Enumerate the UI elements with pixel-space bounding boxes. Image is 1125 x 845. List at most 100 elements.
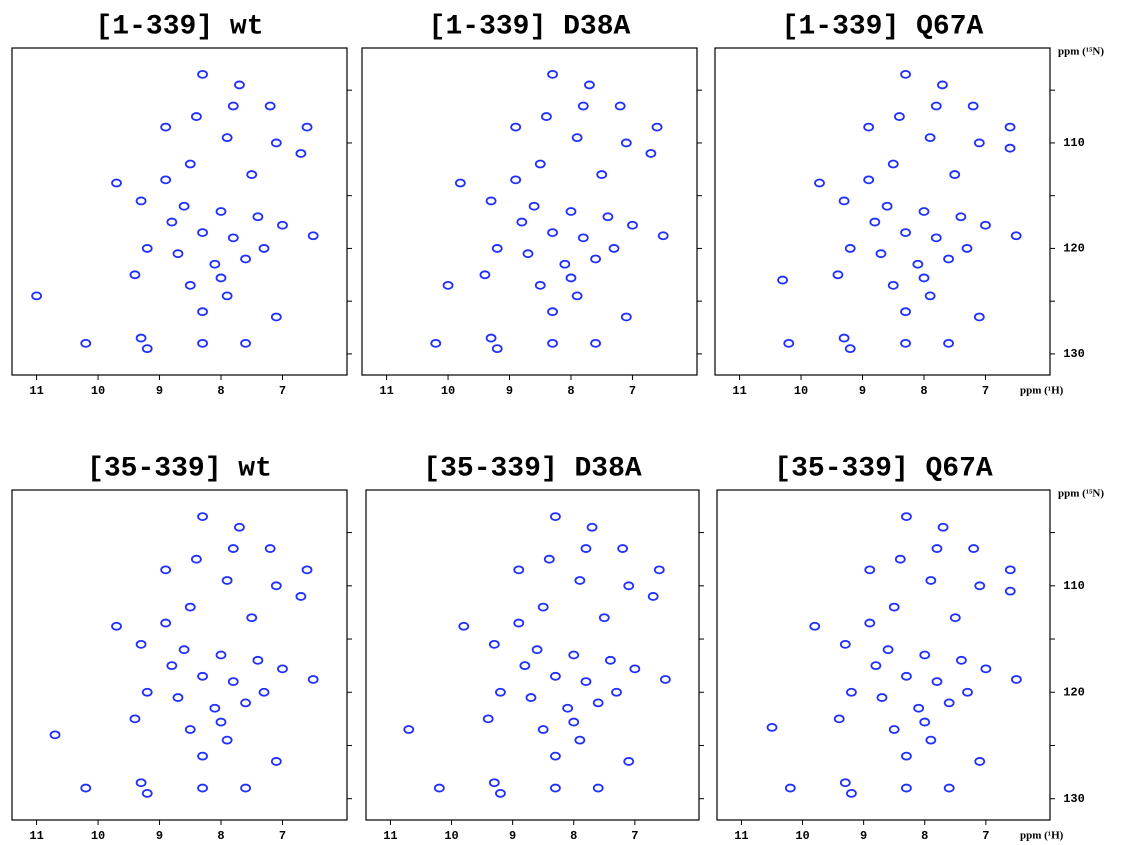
peak <box>221 133 233 143</box>
x-tick-label: 11 <box>29 829 43 843</box>
x-tick-label: 7 <box>629 384 636 398</box>
peak <box>458 621 470 631</box>
peak <box>141 244 153 253</box>
peak <box>178 201 190 211</box>
peak <box>537 602 549 612</box>
peak <box>525 693 537 702</box>
x-tick-label: 10 <box>91 384 105 398</box>
peak <box>80 783 92 793</box>
peak <box>534 280 546 290</box>
x-axis-label: ppm (¹H) <box>1020 830 1064 842</box>
peak <box>605 655 616 665</box>
x-tick-label: 9 <box>509 829 516 843</box>
peak <box>784 783 796 793</box>
y-tick-label: 110 <box>1063 136 1085 150</box>
x-tick-label: 10 <box>795 829 809 843</box>
plot-frame <box>365 489 700 821</box>
peak <box>565 207 577 216</box>
peak <box>592 698 604 708</box>
peak <box>577 101 589 111</box>
peak <box>550 512 561 522</box>
peak <box>246 613 258 623</box>
peak <box>510 175 522 185</box>
peak <box>215 717 227 727</box>
peak <box>543 554 555 564</box>
x-tick-label: 8 <box>921 829 928 843</box>
peak <box>547 228 558 237</box>
peak <box>197 338 208 348</box>
peak <box>577 233 589 243</box>
peak <box>430 338 442 348</box>
peak <box>659 675 671 684</box>
peak <box>875 249 887 259</box>
x-tick-label: 11 <box>29 384 43 398</box>
peak <box>611 687 622 697</box>
peak <box>623 757 635 766</box>
peak <box>955 212 967 222</box>
peak <box>485 196 497 206</box>
peak <box>160 122 172 132</box>
x-tick-label: 7 <box>279 829 286 843</box>
peak <box>215 273 227 283</box>
peak <box>513 565 525 575</box>
peak <box>598 613 610 623</box>
peak <box>141 788 153 798</box>
chart-title: [35-339] D38A <box>423 453 642 484</box>
peak <box>919 650 931 660</box>
peak <box>596 170 608 179</box>
x-axis-label: ppm (¹H) <box>1020 385 1064 397</box>
peak <box>968 544 980 553</box>
peak <box>657 231 669 241</box>
peak <box>974 757 986 766</box>
peak <box>191 112 202 121</box>
peak <box>129 714 141 724</box>
peak <box>301 565 313 575</box>
peak <box>491 244 503 253</box>
peak <box>943 338 954 348</box>
peak <box>197 783 208 793</box>
peak <box>258 687 270 697</box>
peak <box>568 717 580 727</box>
peak <box>562 703 574 713</box>
peak <box>209 259 221 269</box>
x-tick-label: 10 <box>91 829 105 843</box>
peak <box>586 522 598 532</box>
peak <box>1004 143 1016 153</box>
peak <box>814 178 825 188</box>
peak <box>252 655 264 665</box>
peak <box>488 639 500 649</box>
peak <box>135 333 147 343</box>
chart-title: [1-339] wt <box>95 11 263 42</box>
peak <box>620 138 632 148</box>
peak <box>839 639 851 649</box>
x-tick-label: 10 <box>794 384 808 398</box>
plot-frame <box>714 47 1051 376</box>
peak <box>863 122 875 132</box>
peak <box>221 735 233 745</box>
peak <box>234 522 245 532</box>
peak <box>574 735 586 745</box>
peak <box>227 101 239 111</box>
peak <box>516 217 528 227</box>
x-tick-label: 8 <box>920 384 927 398</box>
peak <box>221 576 233 585</box>
plot-frame <box>361 47 698 376</box>
y-axis-label: ppm (¹⁵N) <box>1058 488 1104 500</box>
x-tick-label: 10 <box>444 829 458 843</box>
peak <box>918 207 930 216</box>
peak <box>887 280 899 290</box>
peak <box>277 664 288 674</box>
chart-title: [1-339] Q67A <box>782 11 984 42</box>
peak <box>980 220 991 230</box>
x-tick-label: 9 <box>506 384 513 398</box>
peak <box>602 212 614 222</box>
y-tick-label: 130 <box>1063 347 1085 361</box>
peak <box>80 338 92 348</box>
chart-title: [35-339] wt <box>87 453 272 484</box>
peak <box>565 273 577 283</box>
peak <box>215 207 227 216</box>
peak <box>559 259 571 269</box>
peak <box>534 159 546 169</box>
peak <box>973 138 985 148</box>
